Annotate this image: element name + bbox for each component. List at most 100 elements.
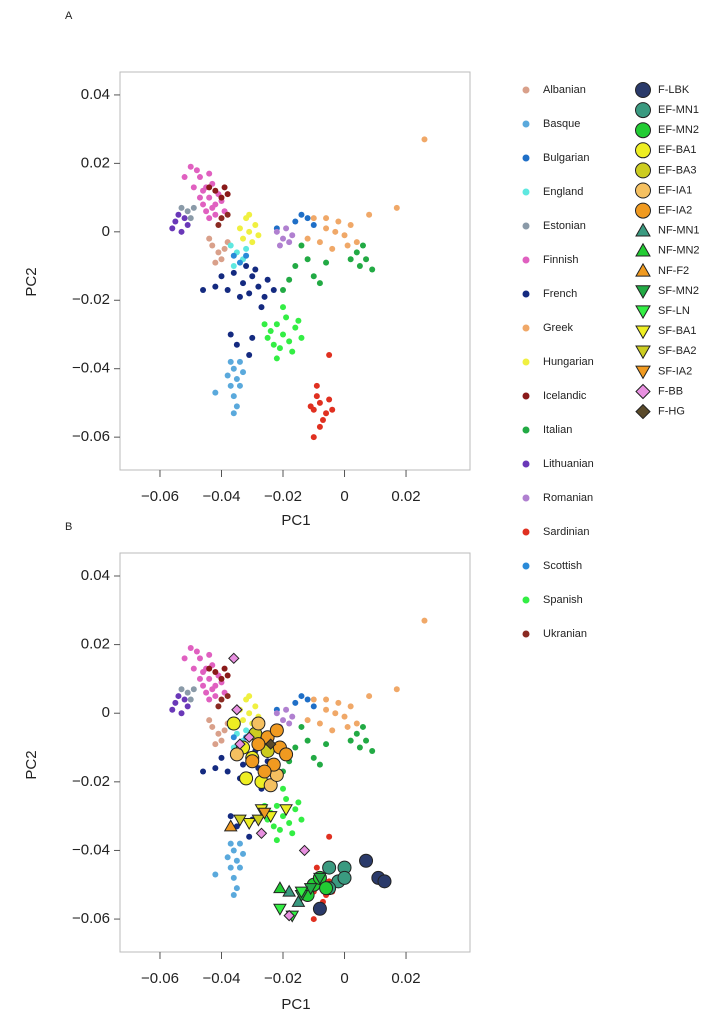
ancient-point — [269, 723, 284, 738]
point — [341, 232, 348, 239]
legend-marker — [635, 222, 651, 237]
point — [243, 245, 250, 252]
point — [230, 410, 237, 417]
point — [326, 352, 333, 359]
point — [264, 276, 271, 283]
point — [243, 252, 250, 259]
point — [224, 211, 231, 218]
point — [196, 675, 203, 682]
ancient-point — [377, 874, 392, 889]
point — [258, 304, 265, 311]
legend-marker — [522, 358, 530, 366]
point — [341, 713, 348, 720]
point — [319, 417, 326, 424]
point — [298, 242, 305, 249]
point — [236, 293, 243, 300]
point — [187, 696, 194, 703]
point — [227, 813, 234, 820]
point — [230, 734, 237, 741]
point — [206, 235, 213, 242]
point — [369, 747, 376, 754]
legend-label: SF-BA1 — [658, 325, 697, 337]
ancient-point — [245, 754, 260, 769]
point — [227, 382, 234, 389]
x-tick-label: −0.04 — [203, 970, 241, 987]
legend-label: Basque — [543, 118, 580, 130]
x-tick-label: 0.02 — [391, 488, 420, 505]
legend-label: Hungarian — [543, 356, 594, 368]
legend-label: F-HG — [658, 406, 685, 418]
point — [326, 833, 333, 840]
point — [240, 761, 247, 768]
point — [359, 723, 366, 730]
legend-marker — [635, 345, 651, 360]
legend-label: Lithuanian — [543, 458, 594, 470]
legend-marker — [522, 222, 530, 230]
point — [252, 703, 259, 710]
point — [273, 321, 280, 328]
x-tick-label: −0.02 — [264, 488, 302, 505]
legend-marker — [635, 162, 651, 179]
point — [240, 850, 247, 857]
ancient-point — [257, 807, 272, 820]
legend-marker — [522, 630, 530, 638]
point — [246, 290, 253, 297]
point — [353, 239, 360, 246]
y-tick-label: −0.04 — [72, 841, 110, 858]
point — [276, 345, 283, 352]
point — [283, 706, 290, 713]
point — [209, 204, 216, 211]
point — [393, 686, 400, 693]
ancient-point — [279, 804, 293, 817]
point — [286, 338, 293, 345]
ancient-point — [264, 738, 277, 750]
point — [310, 221, 317, 228]
point — [421, 617, 428, 624]
point — [233, 375, 240, 382]
point — [344, 242, 351, 249]
legend-label: NF-MN1 — [658, 225, 700, 237]
point — [347, 256, 354, 263]
legend-label: EF-MN2 — [658, 124, 699, 136]
y-tick-label: 0.02 — [81, 154, 110, 171]
point — [246, 211, 253, 218]
point — [230, 269, 237, 276]
x-tick-label: 0 — [340, 488, 348, 505]
point — [224, 372, 231, 379]
legend-label: SF-LN — [658, 305, 690, 317]
ancient-point — [231, 704, 243, 716]
point — [295, 799, 302, 806]
legend-marker — [635, 82, 651, 98]
point — [221, 665, 228, 672]
point — [169, 706, 176, 713]
point — [178, 228, 185, 235]
point — [227, 864, 234, 871]
ancient-point — [233, 814, 247, 827]
point — [200, 682, 207, 689]
point — [218, 754, 225, 761]
legend-label: EF-IA1 — [658, 184, 692, 196]
point — [329, 245, 336, 252]
point — [200, 201, 207, 208]
ancient-point — [337, 870, 352, 885]
y-tick-label: 0 — [102, 704, 110, 721]
legend-marker — [635, 305, 651, 320]
point — [184, 689, 191, 696]
point — [190, 204, 197, 211]
legend-label: Scottish — [543, 560, 582, 572]
point — [218, 675, 225, 682]
y-axis-label: PC2 — [23, 267, 40, 296]
point — [353, 720, 360, 727]
point — [310, 703, 317, 710]
point — [332, 710, 339, 717]
ancient-point — [242, 818, 257, 831]
ancient-point — [298, 844, 311, 857]
point — [252, 221, 259, 228]
panel-label: A — [65, 10, 73, 22]
point — [224, 672, 231, 679]
y-tick-label: 0.04 — [81, 567, 110, 584]
ancient-point — [255, 827, 268, 840]
legend-marker — [522, 562, 530, 570]
point — [363, 256, 370, 263]
